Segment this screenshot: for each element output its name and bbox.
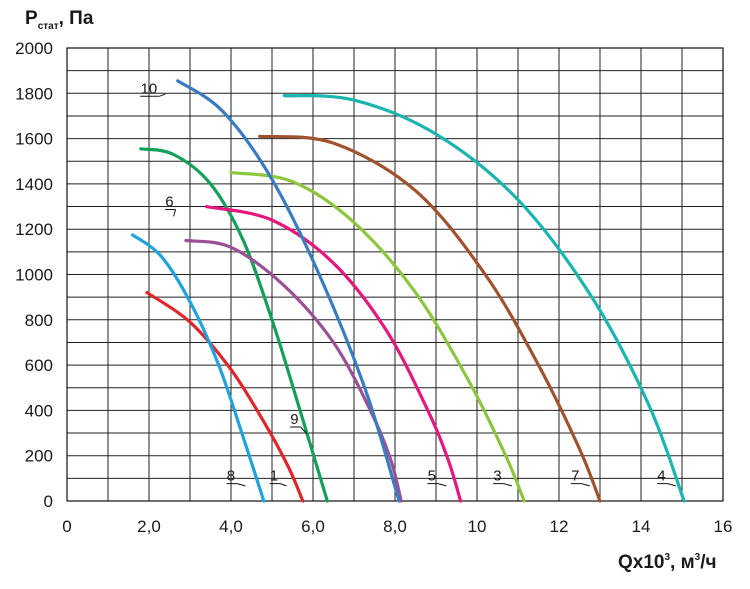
x-tick-label: 0 [62,517,71,536]
x-tick-label: 14 [632,517,651,536]
y-axis-title-sub: стат [38,21,59,32]
y-tick-label: 1200 [15,220,53,239]
curve-label-6: 6 [165,194,177,217]
chart-curves [131,79,686,503]
series-line-10 [176,79,401,503]
series-line-5 [204,205,463,503]
curve-label-5: 5 [427,468,447,487]
curve-label-leader [581,483,590,487]
curve-label-3: 3 [493,468,512,487]
x-axis-title: Qx103, м3/ч [618,552,717,573]
curve-label-4: 4 [657,468,676,487]
series-line-4 [282,94,686,503]
y-tick-label: 600 [25,356,53,375]
y-tick-label: 1000 [15,266,53,285]
x-tick-label: 6,0 [301,517,325,536]
x-axis-title-unit: , м [670,552,695,573]
curve-label-10: 10 [140,80,166,97]
x-tick-label: 16 [714,517,733,536]
curve-label-leader [300,426,308,435]
y-tick-label: 1400 [15,175,53,194]
x-tick-labels: 0 2,0 4,0 6,0 8,0 10 12 14 16 [62,517,732,536]
x-axis-title-unit-exp: 3 [695,552,701,563]
y-tick-label: 400 [25,401,53,420]
x-tick-label: 10 [468,517,487,536]
curve-label-text: 6 [165,194,173,211]
series-line-6 [184,238,403,503]
curve-label-9: 9 [290,411,308,435]
y-tick-label: 1600 [15,130,53,149]
curve-label-text: 5 [428,468,436,485]
curve-label-leader [279,483,287,487]
curve-label-text: 4 [657,468,665,485]
curve-label-leader [159,93,166,97]
curve-label-7: 7 [571,468,590,487]
x-tick-label: 4,0 [219,517,243,536]
y-tick-label: 200 [25,447,53,466]
x-tick-label: 2,0 [137,517,161,536]
curve-label-text: 3 [493,468,501,485]
y-tick-labels: 0 200 400 600 800 1000 1200 1400 1600 1800 2000 [15,39,53,511]
chart-grid [66,47,724,502]
curve-label-leader [503,483,512,487]
series-line-8 [131,233,266,503]
y-tick-label: 2000 [15,39,53,58]
curve-label-leader [437,483,447,487]
curve-labels: 10 6 9 8 1 5 3 7 4 [140,80,676,487]
x-axis-title-main: Qx10 [618,552,664,573]
curve-label-text: 1 [270,468,278,485]
curve-label-text: 10 [141,80,158,97]
curve-label-text: 8 [227,468,235,485]
plot-frame [66,47,724,502]
curve-label-leader [173,209,177,217]
x-tick-label: 8,0 [383,517,407,536]
y-axis-title: Pстат, Па [25,8,94,32]
series-line-7 [258,134,602,503]
curve-label-text: 7 [571,468,579,485]
x-axis-title-exp: 3 [664,552,670,563]
series-line-1 [145,291,305,503]
curve-label-1: 1 [269,468,287,487]
y-tick-label: 1800 [15,84,53,103]
curve-label-8: 8 [226,468,246,487]
y-tick-label: 0 [44,492,53,511]
y-axis-title-main: P [25,8,38,29]
plot-border [66,47,724,502]
curve-label-leader [236,483,246,487]
curve-label-text: 9 [290,411,298,428]
curve-label-leader [667,483,676,487]
series-line-2 [139,147,329,503]
x-axis-title-tail: /ч [700,552,716,573]
y-axis-title-unit: , Па [59,8,94,29]
x-tick-label: 12 [550,517,569,536]
series-line-3 [229,171,526,503]
y-tick-label: 800 [25,311,53,330]
